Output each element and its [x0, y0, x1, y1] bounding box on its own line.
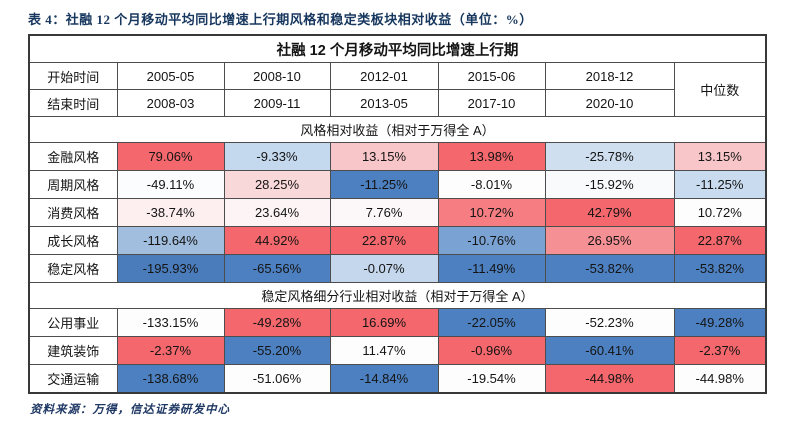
value-cell: -133.15%: [116, 308, 225, 337]
row-label: 消费风格: [28, 198, 118, 227]
value-cell: -53.82%: [673, 254, 767, 283]
period-start: 2008-10: [223, 62, 331, 90]
section-header: 稳定风格细分行业相对收益（相对于万得全 A）: [28, 282, 767, 309]
period-end: 2009-11: [223, 89, 331, 117]
relative-returns-table: 社融 12 个月移动平均同比增速上行期 开始时间 2005-05 2008-10 2…: [28, 34, 767, 394]
period-end: 2008-03: [116, 89, 225, 117]
table-row: 建筑装饰 -2.37% -55.20% 11.47% -0.96% -60.41% -2.3…: [28, 336, 767, 365]
value-cell: 10.72%: [673, 198, 767, 227]
row-label: 公用事业: [28, 308, 118, 337]
value-cell: -2.37%: [673, 336, 767, 365]
value-cell: -0.07%: [329, 254, 439, 283]
value-cell: -138.68%: [116, 364, 225, 394]
value-cell: -119.64%: [116, 226, 225, 255]
table-row: 成长风格 -119.64% 44.92% 22.87% -10.76% 26.95% 22.…: [28, 226, 767, 255]
value-cell: -195.93%: [116, 254, 225, 283]
value-cell: 26.95%: [544, 226, 675, 255]
value-cell: -0.96%: [437, 336, 546, 365]
value-cell: -11.25%: [329, 170, 439, 199]
row-label: 建筑装饰: [28, 336, 118, 365]
value-cell: -8.01%: [437, 170, 546, 199]
period-start: 2012-01: [329, 62, 439, 90]
table-caption: 表 4：社融 12 个月移动平均同比增速上行期风格和稳定类板块相对收益（单位：%…: [28, 12, 533, 27]
table-header-title: 社融 12 个月移动平均同比增速上行期: [28, 34, 767, 63]
row-label: 交通运输: [28, 364, 118, 394]
value-cell: -52.23%: [544, 308, 675, 337]
value-cell: -44.98%: [673, 364, 767, 394]
row-label: 金融风格: [28, 142, 118, 171]
value-cell: -49.28%: [673, 308, 767, 337]
row-label: 成长风格: [28, 226, 118, 255]
period-start: 2005-05: [116, 62, 225, 90]
value-cell: -55.20%: [223, 336, 331, 365]
value-cell: 10.72%: [437, 198, 546, 227]
value-cell: -19.54%: [437, 364, 546, 394]
end-time-label: 结束时间: [28, 89, 118, 117]
value-cell: -11.49%: [437, 254, 546, 283]
value-cell: 28.25%: [223, 170, 331, 199]
value-cell: -60.41%: [544, 336, 675, 365]
value-cell: 44.92%: [223, 226, 331, 255]
value-cell: -49.11%: [116, 170, 225, 199]
value-cell: -51.06%: [223, 364, 331, 394]
value-cell: -11.25%: [673, 170, 767, 199]
table-row: 周期风格 -49.11% 28.25% -11.25% -8.01% -15.92% -11…: [28, 170, 767, 199]
source-note: 资料来源：万得，信达证券研发中心: [30, 404, 230, 416]
period-end: 2020-10: [544, 89, 675, 117]
value-cell: -38.74%: [116, 198, 225, 227]
value-cell: 79.06%: [116, 142, 225, 171]
table-row: 金融风格 79.06% -9.33% 13.15% 13.98% -25.78% 13.15…: [28, 142, 767, 171]
row-label: 稳定风格: [28, 254, 118, 283]
value-cell: -2.37%: [116, 336, 225, 365]
value-cell: -22.05%: [437, 308, 546, 337]
value-cell: -53.82%: [544, 254, 675, 283]
value-cell: -65.56%: [223, 254, 331, 283]
value-cell: -10.76%: [437, 226, 546, 255]
median-column-header: 中位数: [673, 62, 767, 117]
period-start: 2015-06: [437, 62, 546, 90]
row-label: 周期风格: [28, 170, 118, 199]
value-cell: 23.64%: [223, 198, 331, 227]
value-cell: 42.79%: [544, 198, 675, 227]
table-row: 消费风格 -38.74% 23.64% 7.76% 10.72% 42.79% 10.72%: [28, 198, 767, 227]
value-cell: 13.15%: [673, 142, 767, 171]
period-end: 2017-10: [437, 89, 546, 117]
value-cell: 13.15%: [329, 142, 439, 171]
value-cell: -44.98%: [544, 364, 675, 394]
value-cell: 11.47%: [329, 336, 439, 365]
value-cell: -14.84%: [329, 364, 439, 394]
value-cell: 22.87%: [673, 226, 767, 255]
period-end: 2013-05: [329, 89, 439, 117]
value-cell: 16.69%: [329, 308, 439, 337]
value-cell: -49.28%: [223, 308, 331, 337]
section-header: 风格相对收益（相对于万得全 A）: [28, 116, 767, 143]
value-cell: 7.76%: [329, 198, 439, 227]
period-start: 2018-12: [544, 62, 675, 90]
table-row: 交通运输 -138.68% -51.06% -14.84% -19.54% -44.98%…: [28, 364, 767, 394]
value-cell: 22.87%: [329, 226, 439, 255]
table-row: 稳定风格 -195.93% -65.56% -0.07% -11.49% -53.82% -…: [28, 254, 767, 283]
value-cell: -9.33%: [223, 142, 331, 171]
value-cell: -25.78%: [544, 142, 675, 171]
table-row: 公用事业 -133.15% -49.28% 16.69% -22.05% -52.23% -…: [28, 308, 767, 337]
start-time-label: 开始时间: [28, 62, 118, 90]
value-cell: 13.98%: [437, 142, 546, 171]
value-cell: -15.92%: [544, 170, 675, 199]
